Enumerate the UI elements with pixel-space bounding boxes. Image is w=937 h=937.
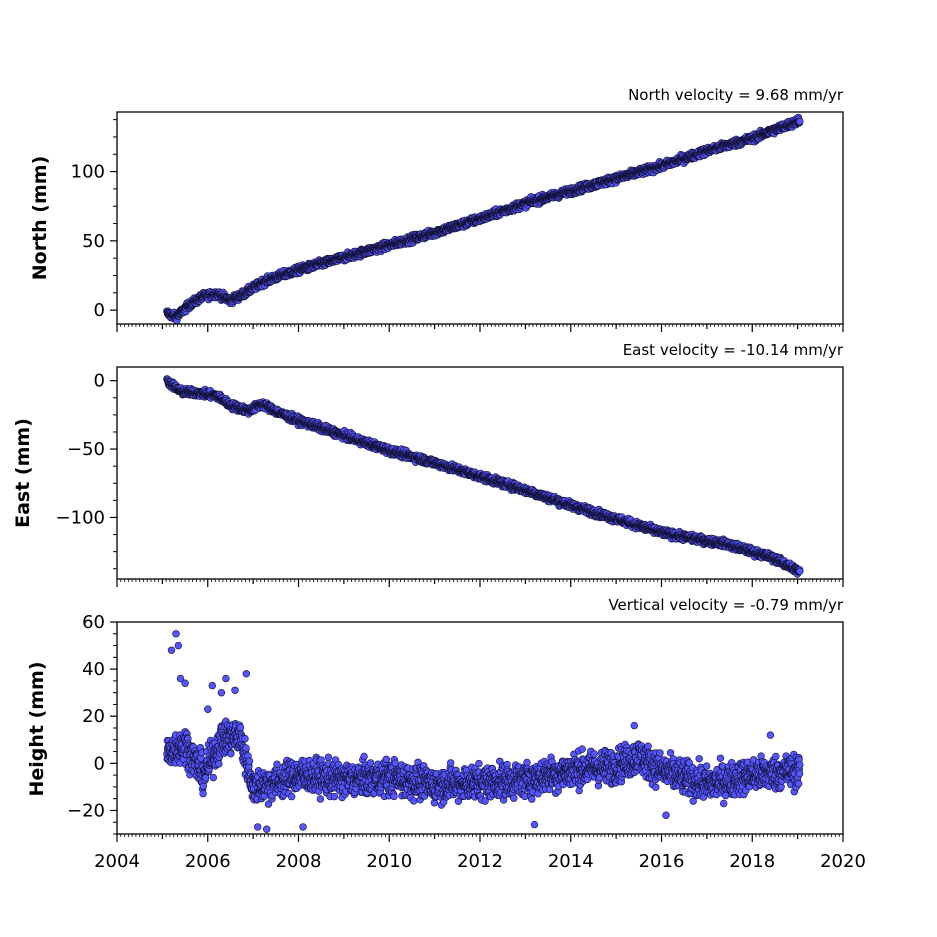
y-tick-label: 100	[71, 162, 105, 183]
east-ylabel: East (mm)	[12, 418, 34, 528]
north-points	[163, 113, 804, 324]
east-points	[163, 375, 804, 578]
east-panel: East velocity = -10.14 mm/yr East (mm) 0…	[12, 341, 844, 587]
north-panel: North velocity = 9.68 mm/yr North (mm) 0…	[29, 86, 844, 332]
y-tick-label: 50	[82, 231, 105, 252]
north-ylabel: North (mm)	[29, 156, 51, 281]
y-tick-label: 0	[94, 300, 105, 321]
data-point	[796, 117, 804, 126]
north-velocity-title: North velocity = 9.68 mm/yr	[628, 86, 844, 104]
east-velocity-title: East velocity = -10.14 mm/yr	[623, 341, 844, 359]
